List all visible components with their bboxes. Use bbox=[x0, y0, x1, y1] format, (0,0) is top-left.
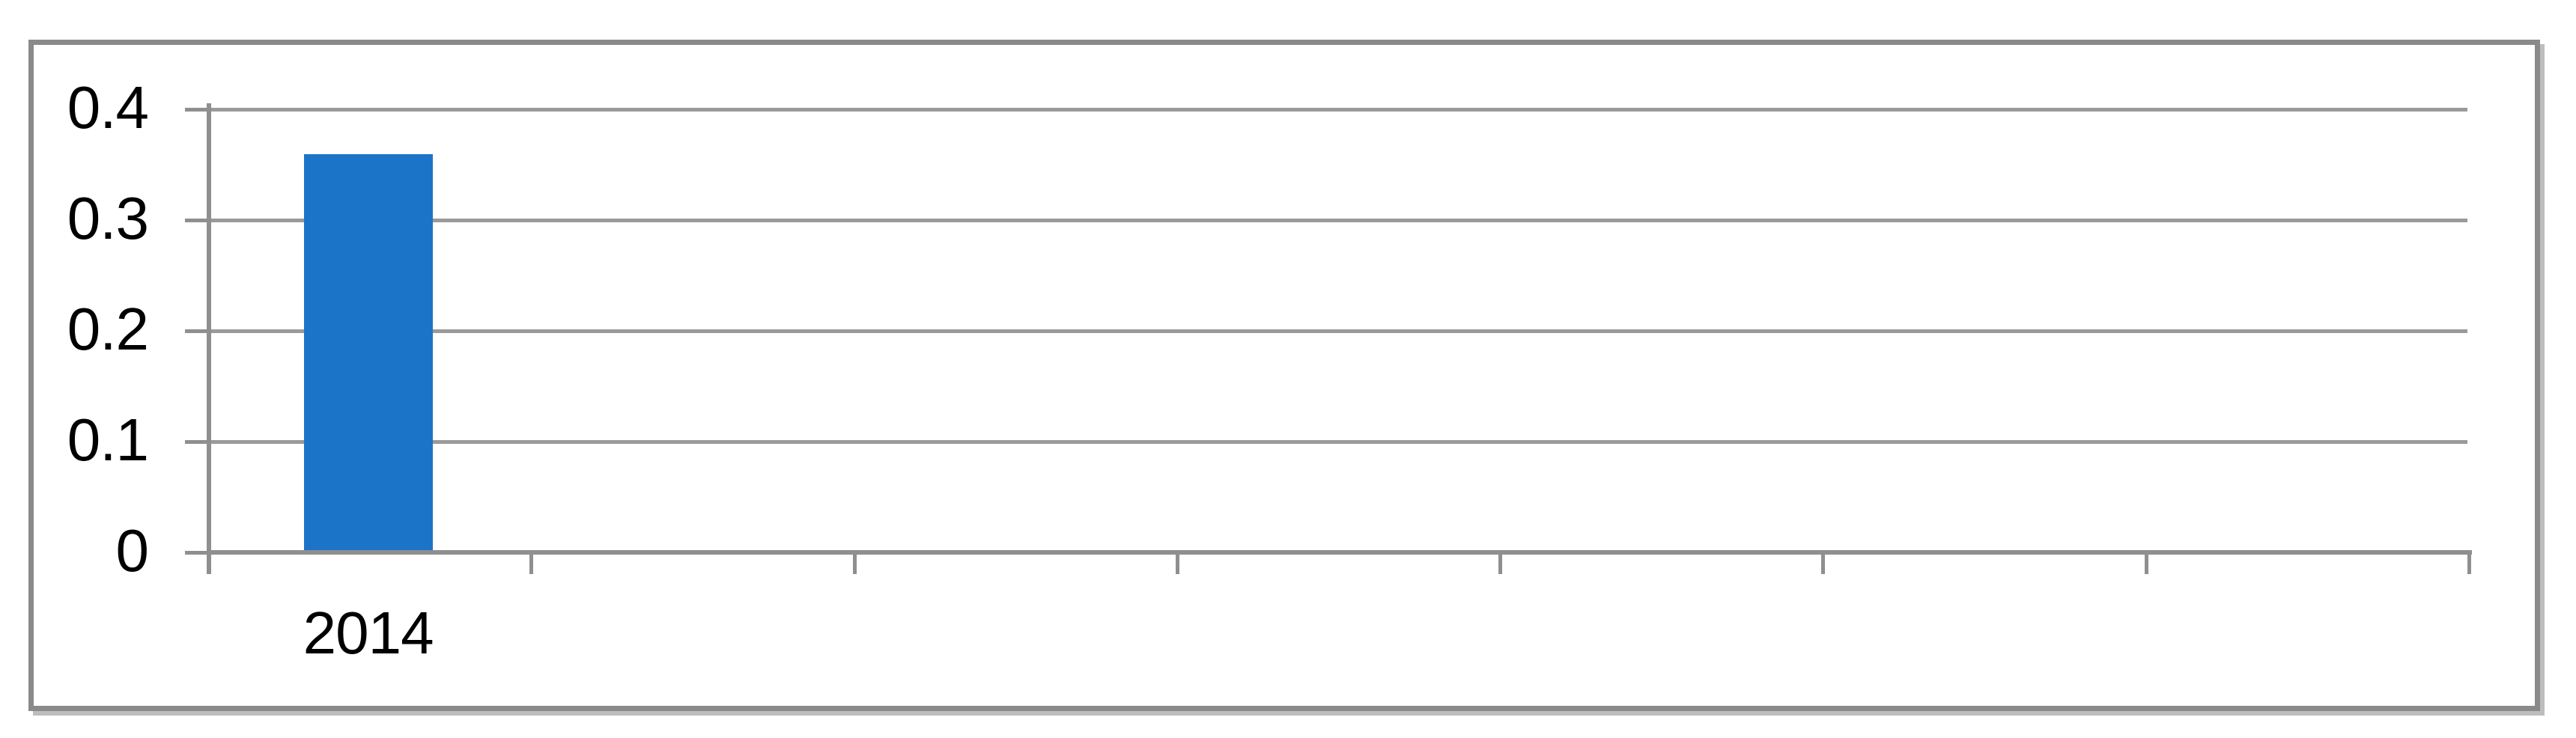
y-axis-tick-0.3 bbox=[185, 218, 207, 222]
y-gridline-0.4 bbox=[207, 107, 2467, 112]
y-axis-label-0.4: 0.4 bbox=[67, 74, 149, 141]
x-axis-tick-7 bbox=[2467, 552, 2471, 574]
y-gridline-0.1 bbox=[207, 439, 2467, 444]
y-gridline-0.3 bbox=[207, 218, 2467, 222]
y-axis-tick-0 bbox=[185, 550, 207, 555]
y-axis-tick-0.2 bbox=[185, 329, 207, 333]
y-axis-label-0.3: 0.3 bbox=[67, 185, 149, 252]
x-axis-tick-5 bbox=[1821, 552, 1826, 574]
x-axis-tick-1 bbox=[529, 552, 534, 574]
chart-frame-border bbox=[28, 40, 2540, 711]
x-axis-tick-0 bbox=[207, 552, 210, 574]
x-axis-tick-3 bbox=[1175, 552, 1179, 574]
y-axis-label-0.1: 0.1 bbox=[67, 406, 149, 474]
x-axis-tick-6 bbox=[2144, 552, 2148, 574]
x-axis-line bbox=[207, 550, 2472, 555]
bar-2014 bbox=[303, 153, 433, 552]
x-axis-tick-2 bbox=[852, 552, 857, 574]
y-axis-line bbox=[207, 103, 211, 574]
x-axis-tick-4 bbox=[1498, 552, 1503, 574]
y-axis-tick-0.1 bbox=[185, 439, 207, 444]
y-axis-label-0.2: 0.2 bbox=[67, 296, 149, 363]
x-axis-label-2014: 2014 bbox=[303, 600, 434, 666]
y-gridline-0.2 bbox=[207, 329, 2467, 333]
y-axis-tick-0.4 bbox=[185, 107, 207, 112]
y-axis-label-0: 0 bbox=[115, 517, 150, 584]
